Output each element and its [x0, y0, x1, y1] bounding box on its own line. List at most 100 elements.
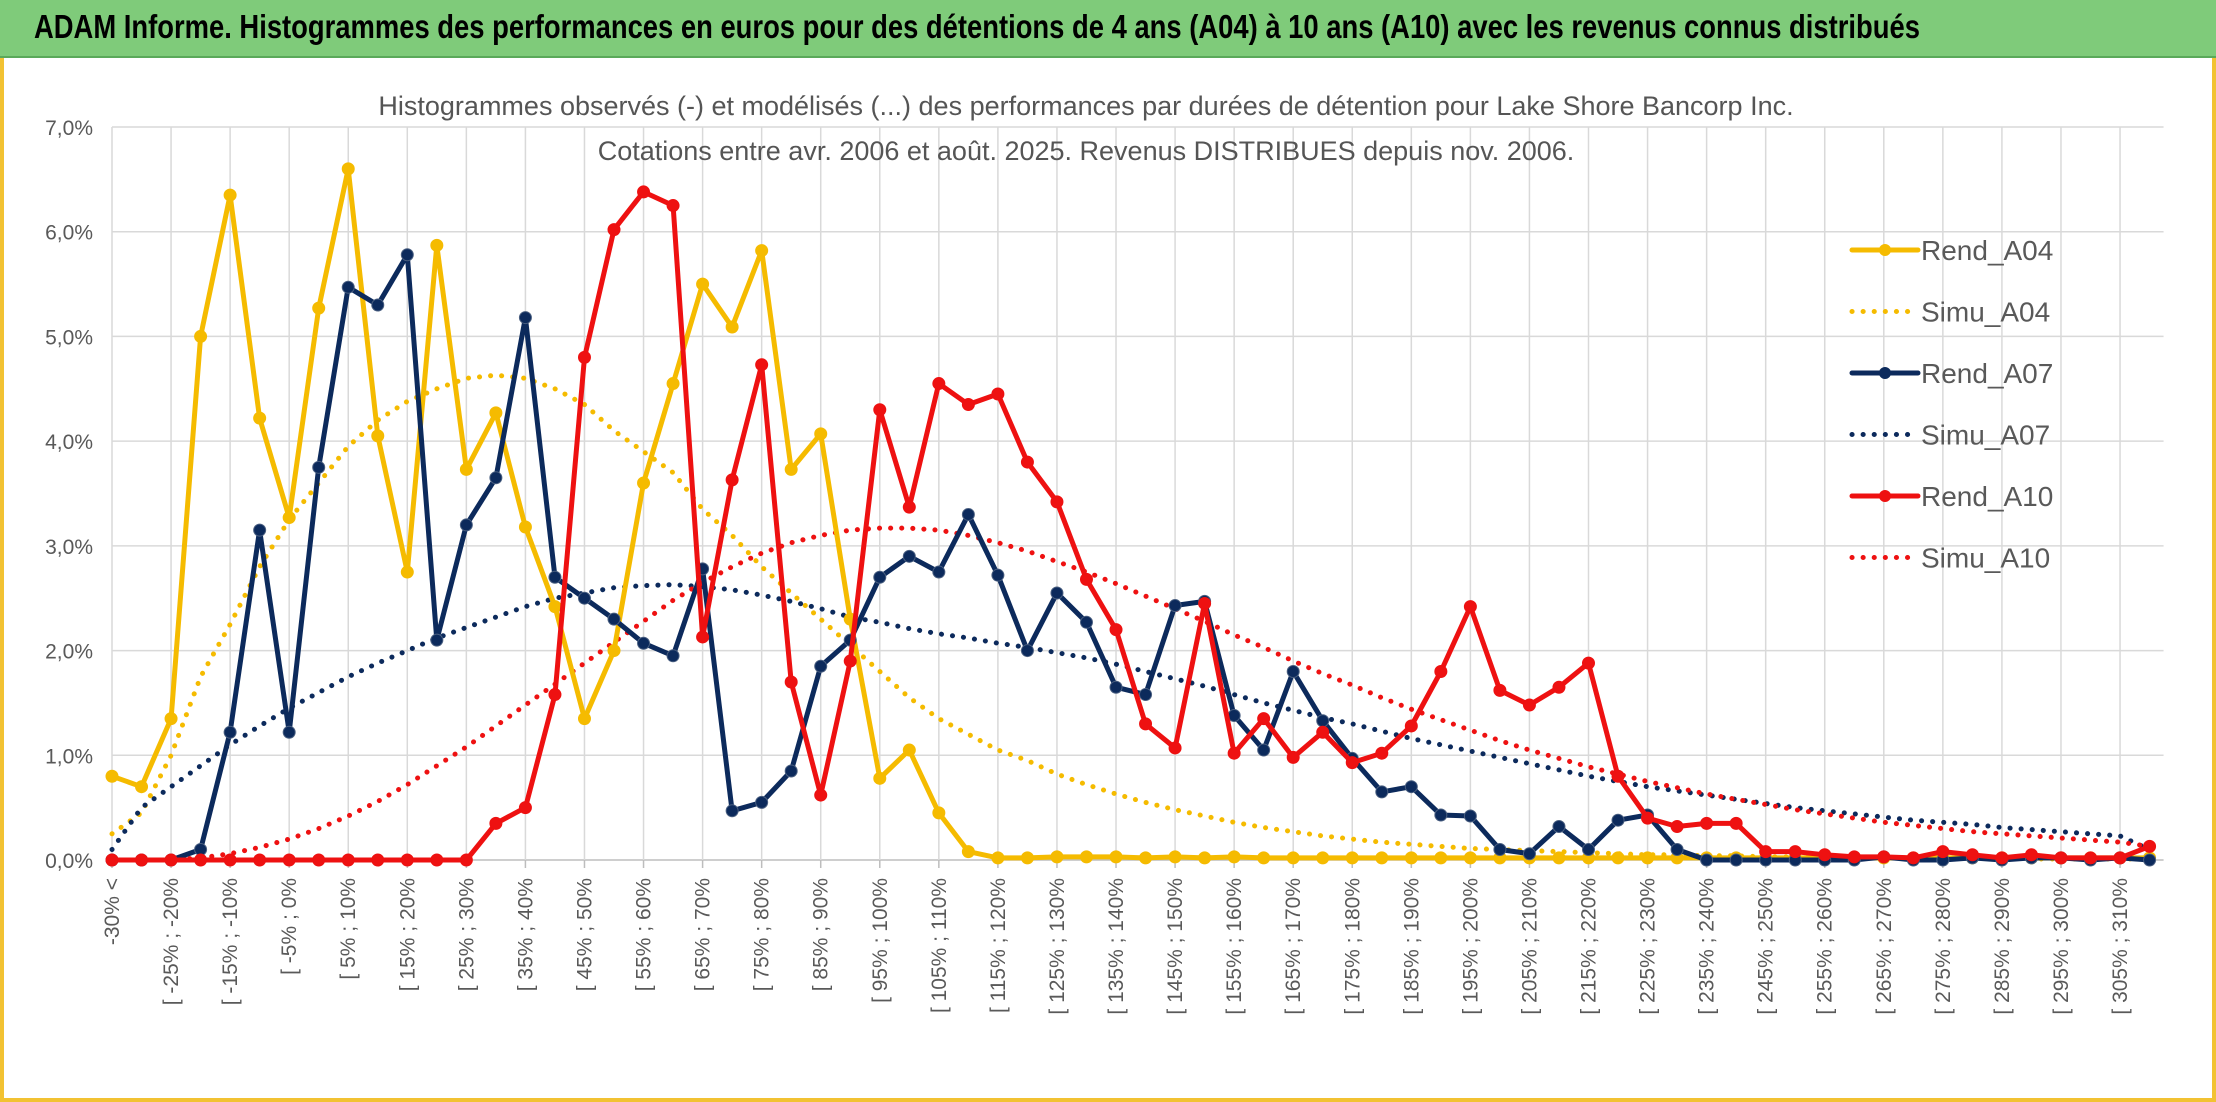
point-Rend_A07 — [1020, 644, 1034, 658]
point-Rend_A10 — [991, 387, 1005, 401]
point-Rend_A04 — [814, 427, 828, 441]
point-Rend_A07 — [400, 248, 414, 262]
series-line-Rend_A07 — [109, 252, 2153, 863]
point-Rend_A10 — [371, 853, 385, 867]
point-Rend_A07 — [489, 471, 503, 485]
point-Rend_A04 — [1079, 850, 1093, 864]
point-Rend_A07 — [312, 460, 326, 474]
x-tick-label: [ -25% ; -20% — [160, 878, 183, 1005]
point-Rend_A10 — [814, 788, 828, 802]
point-Rend_A10 — [607, 223, 621, 237]
point-Rend_A04 — [105, 769, 119, 783]
point-Rend_A10 — [1493, 683, 1507, 697]
x-tick-label: [ 85% ; 90% — [810, 878, 833, 991]
x-tick-label: [ 35% ; 40% — [514, 878, 537, 991]
series-line-Simu_A10 — [109, 525, 2153, 863]
x-tick-label: [ 255% ; 260% — [1814, 878, 1837, 1015]
point-Rend_A10 — [1050, 495, 1064, 509]
point-Rend_A07 — [577, 591, 591, 605]
point-Rend_A04 — [1345, 851, 1359, 865]
point-Rend_A10 — [1552, 680, 1566, 694]
point-Rend_A07 — [1286, 665, 1300, 679]
x-tick-label: [ 65% ; 70% — [692, 878, 715, 991]
point-Rend_A04 — [991, 851, 1005, 865]
point-Rend_A10 — [548, 688, 562, 702]
point-Rend_A07 — [1700, 853, 1714, 867]
x-tick-label: [ 295% ; 300% — [2050, 878, 2073, 1015]
gridlines — [111, 126, 2164, 868]
point-Rend_A07 — [518, 311, 532, 325]
point-Rend_A10 — [1611, 769, 1625, 783]
point-Rend_A07 — [1050, 586, 1064, 600]
point-Rend_A04 — [666, 377, 680, 391]
x-tick-label: [ 5% ; 10% — [337, 878, 360, 980]
x-tick-label: [ 145% ; 150% — [1164, 878, 1187, 1015]
point-Rend_A04 — [902, 743, 916, 757]
point-Rend_A10 — [666, 199, 680, 213]
point-Rend_A07 — [1079, 615, 1093, 629]
point-Rend_A10 — [2143, 839, 2157, 853]
point-Rend_A07 — [1434, 808, 1448, 822]
x-tick-label: [ 245% ; 250% — [1755, 878, 1778, 1015]
y-tick-label: 5,0% — [45, 326, 93, 349]
x-tick-label: [ 175% ; 180% — [1341, 878, 1364, 1015]
point-Rend_A10 — [194, 853, 208, 867]
point-Rend_A07 — [784, 764, 798, 778]
point-Rend_A04 — [164, 712, 178, 726]
point-Rend_A07 — [991, 568, 1005, 582]
point-Rend_A07 — [1493, 843, 1507, 857]
point-Rend_A10 — [725, 473, 739, 487]
point-Rend_A10 — [430, 853, 444, 867]
x-tick-label: [ -15% ; -10% — [219, 878, 242, 1005]
legend-label: Rend_A10 — [1921, 481, 2053, 512]
point-Rend_A04 — [1168, 850, 1182, 864]
point-Rend_A10 — [459, 853, 473, 867]
point-Rend_A07 — [1257, 743, 1271, 757]
point-Rend_A04 — [1227, 850, 1241, 864]
x-tick-label: [ 15% ; 20% — [396, 878, 419, 991]
point-Rend_A04 — [1109, 850, 1123, 864]
x-tick-label: [ 95% ; 100% — [869, 878, 892, 1003]
point-Rend_A10 — [1906, 851, 1920, 865]
point-Rend_A10 — [1965, 848, 1979, 862]
y-tick-label: 3,0% — [45, 536, 93, 559]
point-Rend_A07 — [755, 795, 769, 809]
point-Rend_A07 — [1729, 853, 1743, 867]
point-Rend_A10 — [784, 675, 798, 689]
point-Rend_A10 — [489, 816, 503, 830]
x-tick-label: [ 75% ; 80% — [751, 878, 774, 991]
report-title: ADAM Informe. Histogrammes des performan… — [34, 8, 1920, 45]
x-tick-label: [ 165% ; 170% — [1282, 878, 1305, 1015]
x-tick-label: [ 225% ; 230% — [1637, 878, 1660, 1015]
x-tick-label: [ 265% ; 270% — [1873, 878, 1896, 1015]
point-Rend_A07 — [1375, 785, 1389, 799]
point-Rend_A07 — [282, 725, 296, 739]
point-Rend_A10 — [1286, 750, 1300, 764]
point-Rend_A04 — [459, 462, 473, 476]
point-Rend_A10 — [1670, 819, 1684, 833]
y-axis: 0,0% 1,0% 2,0% 3,0% 4,0% 5,0% 6,0% 7,0% — [45, 117, 93, 873]
point-Rend_A07 — [371, 298, 385, 312]
point-Rend_A04 — [1463, 851, 1477, 865]
point-Rend_A04 — [282, 511, 296, 525]
point-Rend_A04 — [932, 806, 946, 820]
point-Rend_A10 — [1463, 600, 1477, 614]
x-tick-label: [ 55% ; 60% — [633, 878, 656, 991]
point-Rend_A04 — [430, 238, 444, 252]
point-Rend_A07 — [1168, 599, 1182, 613]
x-tick-label: [ 205% ; 210% — [1518, 878, 1541, 1015]
point-Rend_A10 — [1582, 656, 1595, 670]
x-tick-label: [ -5% ; 0% — [278, 878, 301, 975]
point-Rend_A10 — [843, 654, 857, 668]
point-Rend_A04 — [1316, 851, 1330, 865]
x-tick-label: -30% < — [101, 878, 124, 945]
point-Rend_A04 — [1050, 850, 1064, 864]
point-Rend_A04 — [371, 429, 385, 443]
x-tick-label: [ 135% ; 140% — [1105, 878, 1128, 1015]
point-Rend_A10 — [961, 397, 975, 411]
point-Rend_A10 — [1700, 816, 1714, 830]
point-Rend_A07 — [253, 523, 267, 537]
series-line-Simu_A07 — [109, 582, 2153, 852]
point-Rend_A04 — [1139, 851, 1153, 865]
